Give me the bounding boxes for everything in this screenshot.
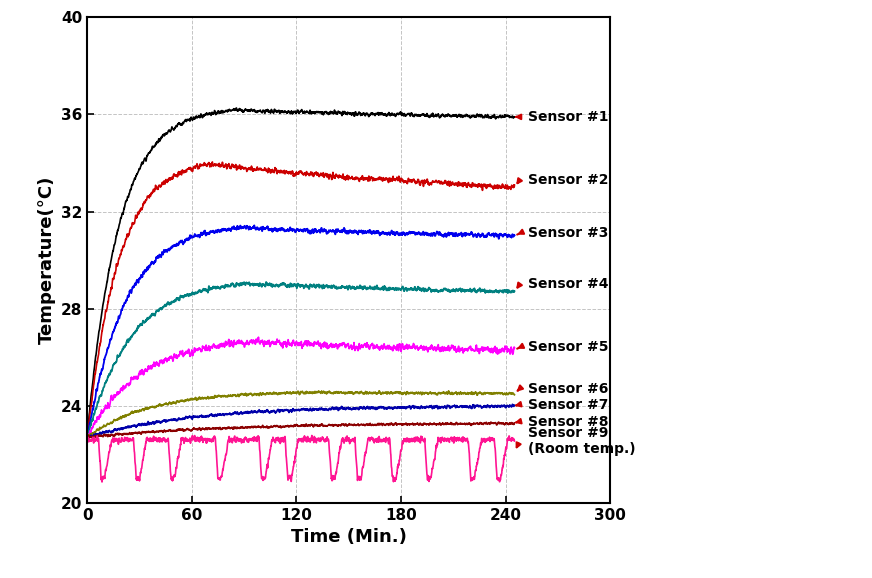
Text: Sensor #3: Sensor #3: [528, 227, 609, 240]
Text: Sensor #7: Sensor #7: [528, 398, 609, 412]
Text: Sensor #4: Sensor #4: [528, 277, 609, 291]
Text: Sensor #2: Sensor #2: [528, 173, 609, 187]
Text: Sensor #5: Sensor #5: [528, 340, 609, 354]
X-axis label: Time (Min.): Time (Min.): [291, 528, 406, 546]
Text: Sensor #9
(Room temp.): Sensor #9 (Room temp.): [528, 426, 636, 456]
Y-axis label: Temperature(°C): Temperature(°C): [37, 176, 56, 344]
Text: Sensor #8: Sensor #8: [528, 414, 609, 428]
Text: Sensor #1: Sensor #1: [528, 110, 609, 124]
Text: Sensor #6: Sensor #6: [528, 381, 609, 396]
